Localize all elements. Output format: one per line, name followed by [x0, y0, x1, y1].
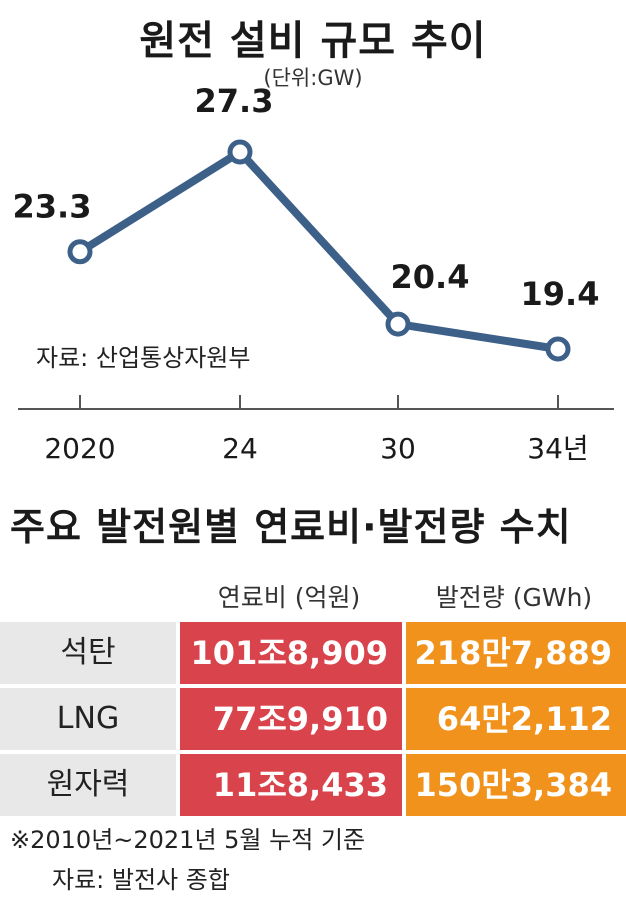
row-label: LNG — [0, 688, 176, 750]
row-label: 원자력 — [0, 754, 176, 816]
table-row: 석탄 101조8,909 218만7,889 — [0, 622, 626, 684]
fuel-cost-cell: 11조8,433 — [180, 754, 402, 816]
fuel-cost-cell: 77조9,910 — [180, 688, 402, 750]
generation-cell: 150만3,384 — [406, 754, 626, 816]
data-label: 27.3 — [195, 82, 274, 120]
table-source: 자료: 발전사 종합 — [52, 866, 230, 894]
table-title: 주요 발전원별 연료비·발전량 수치 — [10, 505, 572, 549]
chart-unit-label: (단위:GW) — [263, 66, 363, 90]
chart-title: 원전 설비 규모 추이 — [139, 18, 487, 64]
fuel-cost-cell: 101조8,909 — [180, 622, 402, 684]
table-row: LNG 77조9,910 64만2,112 — [0, 688, 626, 750]
data-point — [545, 336, 571, 362]
generation-cell: 64만2,112 — [406, 688, 626, 750]
x-tick-label: 2020 — [44, 432, 115, 465]
row-label: 석탄 — [0, 622, 176, 684]
x-tick-label: 24 — [222, 432, 258, 465]
column-header-fuel-cost: 연료비 (억원) — [217, 583, 361, 612]
data-label: 19.4 — [521, 275, 600, 313]
x-tick-label: 34년 — [527, 432, 588, 465]
table-row: 원자력 11조8,433 150만3,384 — [0, 754, 626, 816]
data-label: 23.3 — [13, 188, 92, 226]
line-chart: 2020 24 30 34년 23.3 27.3 20.4 19.4 — [13, 82, 614, 465]
series-line — [76, 148, 562, 353]
chart-source: 자료: 산업통상자원부 — [36, 344, 251, 372]
data-point — [67, 239, 93, 265]
data-label: 20.4 — [391, 258, 470, 296]
table-note: ※2010년~2021년 5월 누적 기준 — [10, 826, 366, 854]
column-header-generation: 발전량 (GWh) — [435, 583, 593, 612]
x-tick-label: 30 — [380, 432, 416, 465]
data-point — [385, 311, 411, 337]
data-point — [227, 139, 253, 165]
generation-cell: 218만7,889 — [406, 622, 626, 684]
